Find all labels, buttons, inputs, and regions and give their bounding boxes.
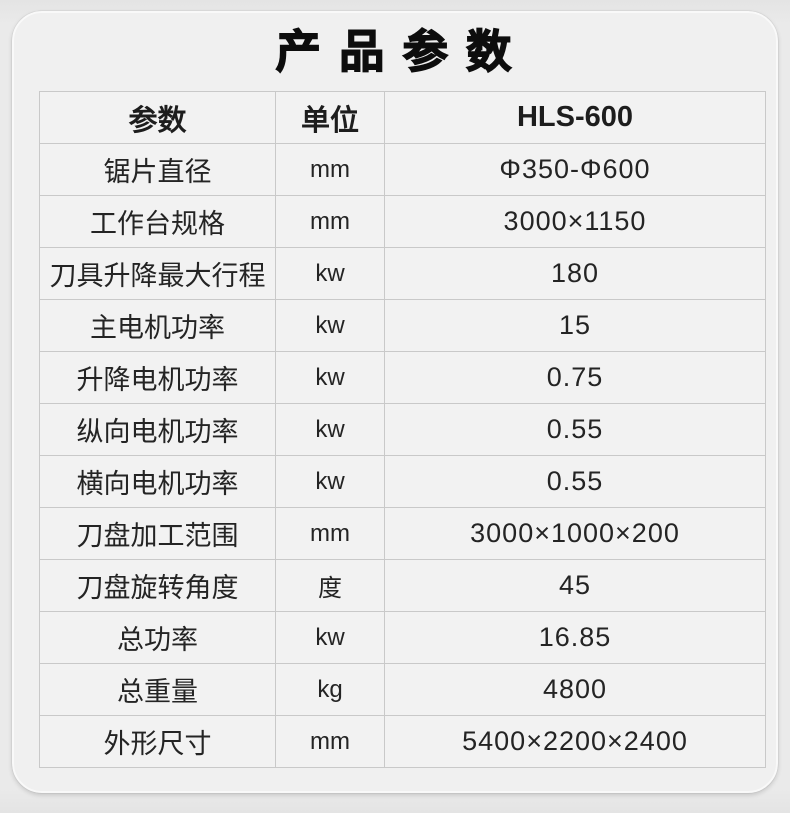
unit-cell: 度 xyxy=(275,559,385,612)
unit-cell: mm xyxy=(275,507,385,560)
value-cell: 4800 xyxy=(384,663,766,716)
page-title: 产 品 参 数 xyxy=(275,26,515,77)
param-cell: 工作台规格 xyxy=(39,195,276,248)
unit-cell: mm xyxy=(275,715,385,768)
value-cell: 0.75 xyxy=(384,351,766,404)
param-cell: 纵向电机功率 xyxy=(39,403,276,456)
unit-cell: mm xyxy=(275,143,385,196)
unit-cell: kw xyxy=(275,299,385,352)
param-cell: 升降电机功率 xyxy=(39,351,276,404)
value-cell: 15 xyxy=(384,299,766,352)
param-cell: 总功率 xyxy=(39,611,276,664)
table-row: 刀具升降最大行程 kw 180 xyxy=(39,247,766,300)
value-cell: 3000×1150 xyxy=(384,195,766,248)
unit-cell: kw xyxy=(275,403,385,456)
table-row: 总功率 kw 16.85 xyxy=(39,611,766,664)
unit-cell: kg xyxy=(275,663,385,716)
param-cell: 主电机功率 xyxy=(39,299,276,352)
unit-cell: kw xyxy=(275,611,385,664)
value-cell: 180 xyxy=(384,247,766,300)
param-cell: 刀盘加工范围 xyxy=(39,507,276,560)
table-row: 横向电机功率 kw 0.55 xyxy=(39,455,766,508)
param-cell: 刀盘旋转角度 xyxy=(39,559,276,612)
param-cell: 外形尺寸 xyxy=(39,715,276,768)
spec-card: 产 品 参 数 参数 单位 HLS-600 锯片直径 mm Φ350-Φ600 xyxy=(12,11,778,793)
table-row: 刀盘加工范围 mm 3000×1000×200 xyxy=(39,507,766,560)
param-cell: 总重量 xyxy=(39,663,276,716)
param-cell: 锯片直径 xyxy=(39,143,276,196)
spec-table: 参数 单位 HLS-600 锯片直径 mm Φ350-Φ600 工作台规格 mm… xyxy=(39,91,766,768)
spec-table-body: 锯片直径 mm Φ350-Φ600 工作台规格 mm 3000×1150 刀具升… xyxy=(39,143,766,768)
unit-cell: kw xyxy=(275,455,385,508)
header-row: 参数 单位 HLS-600 xyxy=(39,91,766,144)
column-header-model: HLS-600 xyxy=(384,91,766,144)
table-row: 锯片直径 mm Φ350-Φ600 xyxy=(39,143,766,196)
param-cell: 横向电机功率 xyxy=(39,455,276,508)
table-row: 总重量 kg 4800 xyxy=(39,663,766,716)
unit-cell: kw xyxy=(275,247,385,300)
table-row: 纵向电机功率 kw 0.55 xyxy=(39,403,766,456)
table-row: 外形尺寸 mm 5400×2200×2400 xyxy=(39,715,766,768)
table-row: 工作台规格 mm 3000×1150 xyxy=(39,195,766,248)
table-row: 刀盘旋转角度 度 45 xyxy=(39,559,766,612)
unit-cell: kw xyxy=(275,351,385,404)
value-cell: 16.85 xyxy=(384,611,766,664)
value-cell: Φ350-Φ600 xyxy=(384,143,766,196)
spec-table-header: 参数 单位 HLS-600 xyxy=(39,91,766,144)
column-header-unit: 单位 xyxy=(275,91,385,144)
value-cell: 0.55 xyxy=(384,403,766,456)
value-cell: 5400×2200×2400 xyxy=(384,715,766,768)
column-header-param: 参数 xyxy=(39,91,276,144)
table-row: 升降电机功率 kw 0.75 xyxy=(39,351,766,404)
param-cell: 刀具升降最大行程 xyxy=(39,247,276,300)
unit-cell: mm xyxy=(275,195,385,248)
value-cell: 3000×1000×200 xyxy=(384,507,766,560)
value-cell: 0.55 xyxy=(384,455,766,508)
value-cell: 45 xyxy=(384,559,766,612)
table-row: 主电机功率 kw 15 xyxy=(39,299,766,352)
